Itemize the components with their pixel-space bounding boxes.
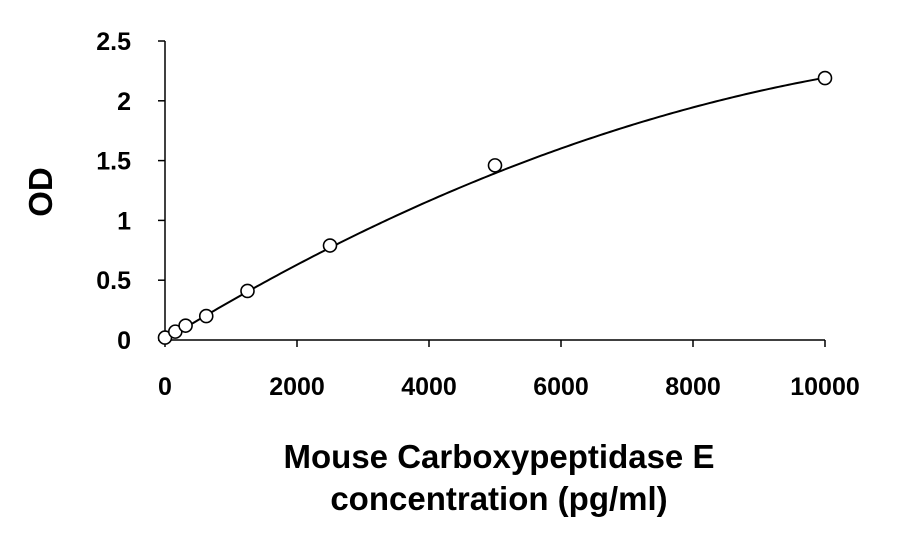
data-point [487, 158, 503, 173]
fitted-curve [164, 76, 826, 341]
x-tick-label: 8000 [665, 373, 721, 401]
data-point [240, 283, 255, 299]
y-tick-label: 2.5 [96, 28, 131, 56]
axes [164, 41, 825, 341]
y-tick-label: 1.5 [96, 148, 131, 176]
x-tick-label: 6000 [533, 373, 589, 401]
y-tick-label: 1 [117, 207, 131, 235]
x-tick-label: 10000 [790, 373, 860, 401]
x-tick-label: 0 [158, 373, 172, 401]
data-point [198, 308, 214, 324]
data-point [178, 318, 193, 333]
y-axis-title: OD [22, 167, 59, 217]
y-tick-label: 0.5 [96, 267, 131, 295]
y-tick-label: 2 [117, 88, 131, 116]
data-points [157, 70, 833, 345]
x-tick-label: 4000 [401, 373, 457, 401]
x-tick-label: 2000 [269, 373, 325, 401]
x-axis-title-line-2: concentration (pg/ml) [330, 480, 667, 517]
y-tick-label: 0 [117, 327, 131, 355]
data-point [322, 238, 338, 253]
x-axis-ticks: 0 2000 4000 6000 8000 10000 [158, 340, 860, 401]
y-axis-ticks: 0 0.5 1 1.5 2 2.5 [96, 28, 165, 355]
x-axis-title-line-1: Mouse Carboxypeptidase E [284, 438, 715, 475]
data-point [817, 70, 833, 86]
